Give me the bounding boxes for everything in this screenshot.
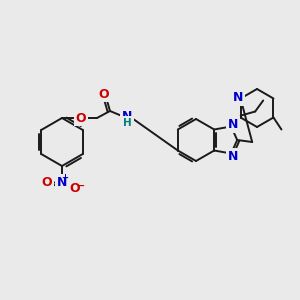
Text: O: O	[42, 176, 52, 190]
Text: H: H	[123, 118, 131, 128]
Text: N: N	[228, 150, 238, 163]
Text: O: O	[99, 88, 109, 100]
Text: N: N	[122, 110, 132, 122]
Text: +: +	[61, 172, 68, 182]
Text: O: O	[76, 112, 86, 124]
Text: O: O	[70, 182, 80, 196]
Text: N: N	[228, 118, 238, 131]
Text: −: −	[77, 181, 85, 191]
Text: N: N	[233, 91, 244, 104]
Text: N: N	[57, 176, 67, 188]
